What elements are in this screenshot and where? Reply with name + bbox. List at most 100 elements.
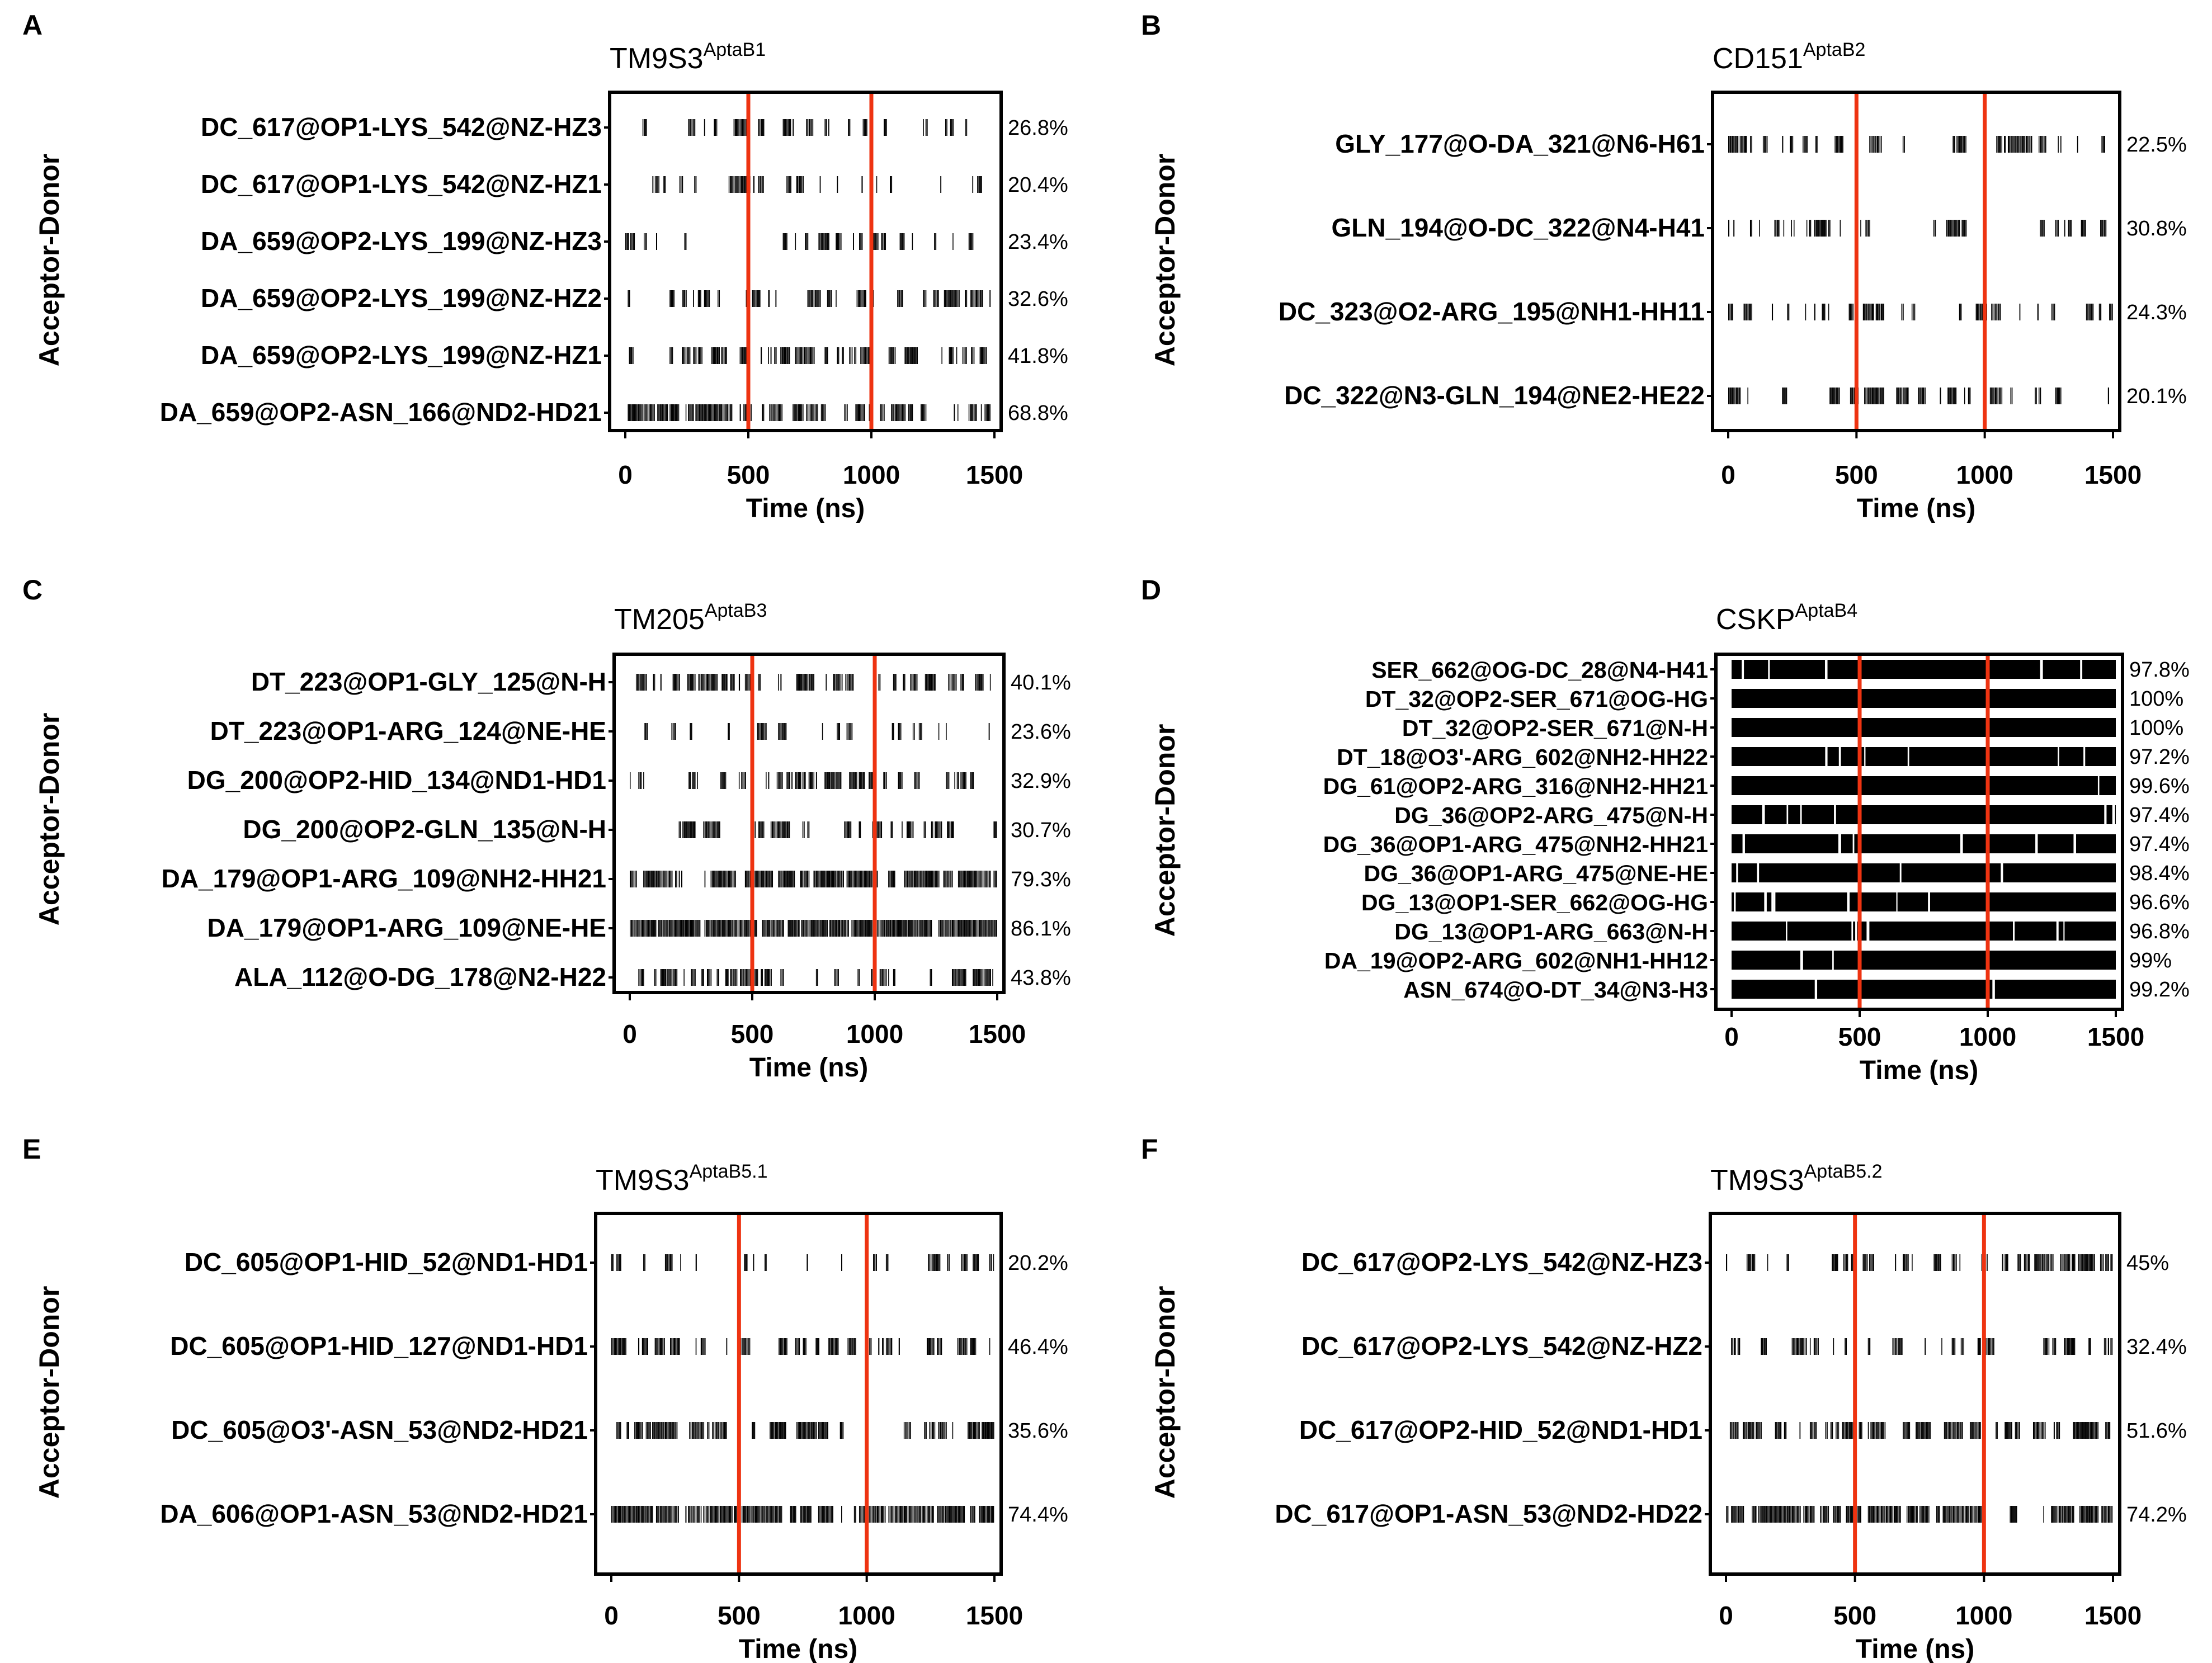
occupancy-event	[1981, 1254, 1983, 1271]
occupancy-event	[864, 119, 865, 136]
occupancy-event	[935, 821, 936, 838]
occupancy-event	[643, 772, 644, 789]
occupancy-event	[1921, 388, 1922, 404]
occupancy-event	[807, 233, 809, 250]
occupancy-event	[826, 1506, 827, 1523]
occupancy-event	[1903, 1254, 1904, 1271]
occupancy-event	[1794, 1506, 1795, 1523]
occupancy-event	[671, 1254, 673, 1271]
occupancy-event	[2034, 1254, 2036, 1271]
occupancy-event	[2042, 220, 2044, 237]
occupancy-event	[853, 772, 855, 789]
occupancy-event	[964, 1254, 965, 1271]
occupancy-event	[1873, 304, 1874, 320]
occupancy-event	[2084, 1422, 2086, 1439]
occupancy-event	[957, 1338, 959, 1355]
occupancy-event	[968, 404, 970, 421]
occupancy-gap	[1992, 980, 1995, 999]
x-axis-label: Time (ns)	[749, 1053, 868, 1083]
occupancy-event	[2044, 220, 2045, 237]
occupancy-event	[2052, 1506, 2054, 1523]
occupancy-event	[636, 1506, 638, 1523]
occupancy-event	[2053, 304, 2054, 320]
occupancy-event	[726, 1422, 727, 1439]
occupancy-event	[691, 723, 692, 740]
occupancy-event	[2005, 1422, 2006, 1439]
occupancy-event	[1731, 1422, 1732, 1439]
occupancy-event	[2063, 1254, 2064, 1271]
occupancy-event	[855, 772, 856, 789]
occupancy-event	[882, 1338, 883, 1355]
occupancy-event	[1906, 1254, 1908, 1271]
occupancy-event	[938, 1338, 940, 1355]
occupancy-event	[781, 723, 783, 740]
occupancy-event	[713, 1422, 715, 1439]
occupancy-event	[1742, 136, 1743, 153]
occupancy-event	[741, 1338, 743, 1355]
occupancy-event	[737, 119, 739, 136]
occupancy-event	[713, 404, 714, 421]
occupancy-event	[1991, 304, 1992, 320]
occupancy-event	[971, 290, 973, 307]
occupancy-event	[770, 404, 772, 421]
occupancy-event	[800, 871, 801, 887]
occupancy-event	[677, 404, 678, 421]
occupancy-event	[2016, 1422, 2017, 1439]
occupancy-event	[2081, 220, 2082, 237]
occupancy-event	[979, 347, 981, 364]
occupancy-event	[1996, 304, 1997, 320]
occupancy-event	[979, 969, 980, 986]
occupancy-event	[782, 233, 784, 250]
occupancy-event	[1795, 1338, 1797, 1355]
occupancy-event	[644, 723, 646, 740]
occupancy-event	[694, 1506, 695, 1523]
occupancy-event	[1850, 1506, 1851, 1523]
occupancy-event	[785, 871, 787, 887]
occupancy-event	[698, 920, 700, 937]
occupancy-event	[663, 969, 664, 986]
occupancy-event	[738, 920, 740, 937]
occupancy-event	[683, 920, 685, 937]
occupancy-event	[780, 347, 781, 364]
occupancy-event	[1879, 1506, 1881, 1523]
occupancy-event	[938, 871, 940, 887]
occupancy-event	[971, 404, 973, 421]
occupancy-event	[808, 1422, 809, 1439]
occupancy-event	[1847, 1422, 1848, 1439]
occupancy-event	[746, 404, 747, 421]
occupancy-event	[1896, 388, 1898, 404]
occupancy-event	[2046, 1338, 2048, 1355]
occupancy-event	[951, 1506, 952, 1523]
occupancy-event	[1852, 1506, 1853, 1523]
occupancy-event	[963, 920, 964, 937]
occupancy-event	[1991, 388, 1993, 404]
series-row: DG_13@OP1-ARG_663@N-H 96.8%	[1394, 919, 2190, 944]
occupancy-event	[1732, 136, 1733, 153]
occupancy-event	[908, 347, 909, 364]
occupancy-event	[760, 674, 761, 691]
occupancy-event	[620, 1422, 621, 1439]
occupancy-event	[947, 821, 949, 838]
occupancy-event	[1966, 1506, 1968, 1523]
occupancy-event	[956, 290, 958, 307]
occupancy-event	[731, 404, 733, 421]
occupancy-event	[1952, 1422, 1954, 1439]
occupancy-event	[635, 871, 637, 887]
occupancy-event	[1867, 220, 1869, 237]
occupancy-label: 100%	[2129, 716, 2183, 740]
occupancy-label: 97.8%	[2129, 658, 2190, 682]
occupancy-event	[776, 1506, 777, 1523]
occupancy-event	[911, 920, 913, 937]
occupancy-event	[776, 404, 778, 421]
occupancy-event	[961, 1254, 963, 1271]
occupancy-event	[935, 1254, 937, 1271]
panel-c: CTM205AptaB3Acceptor-DonorDT_223@OP1-GLY…	[22, 574, 1071, 1083]
row-label: DT_32@OP2-SER_671@OG-HG	[1365, 686, 1708, 712]
occupancy-event	[775, 404, 776, 421]
occupancy-event	[834, 969, 836, 986]
occupancy-event	[806, 119, 808, 136]
occupancy-event	[1980, 1422, 1981, 1439]
occupancy-event	[682, 920, 684, 937]
occupancy-event	[1818, 220, 1819, 237]
occupancy-event	[711, 347, 713, 364]
